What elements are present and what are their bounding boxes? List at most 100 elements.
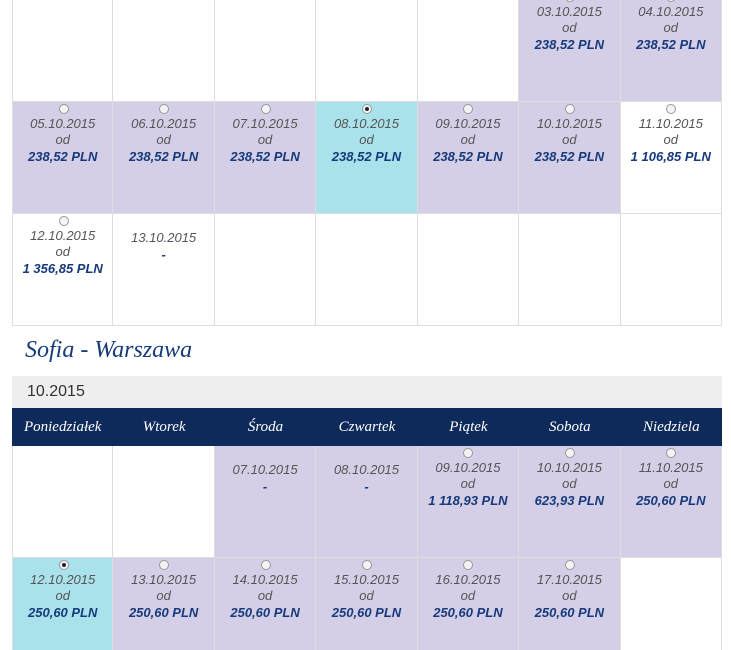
od-label: od (562, 476, 577, 491)
price: 250,60 PLN (331, 605, 402, 620)
date: 11.10.2015 (638, 460, 703, 475)
od-label: od (562, 132, 577, 147)
radio-button[interactable] (159, 104, 170, 114)
day-cell (417, 0, 520, 102)
weekday: Sobota (549, 419, 591, 435)
radio-button[interactable] (58, 216, 69, 226)
price: - (262, 479, 268, 494)
od-label: od (55, 132, 70, 147)
price: 250,60 PLN (128, 605, 199, 620)
od-label: od (156, 132, 171, 147)
radio-button[interactable] (564, 0, 575, 2)
date: 09.10.2015 (435, 460, 501, 475)
day-cell: 13.10.2015 - (113, 214, 215, 326)
od-label: od (562, 588, 577, 603)
radio-button[interactable] (463, 448, 474, 458)
day-cell: 11.10.2015 od 1 106,85 PLN (620, 102, 722, 214)
day-cell: 05.10.2015 od 238,52 PLN (12, 102, 114, 214)
od-label: od (359, 588, 374, 603)
radio-button[interactable] (58, 560, 69, 570)
price: 623,93 PLN (534, 493, 605, 508)
radio-button[interactable] (463, 104, 474, 114)
radio-button[interactable] (260, 104, 271, 114)
date: 17.10.2015 (536, 572, 602, 587)
weekday: Czwartek (338, 419, 396, 435)
date: 03.10.2015 (536, 4, 602, 19)
weekday-header (12, 408, 722, 446)
price: - (161, 247, 166, 262)
price: 250,60 PLN (433, 605, 503, 620)
radio-button[interactable] (463, 560, 474, 570)
day-cell: 13.10.2015 od 250,60 PLN (113, 558, 215, 650)
day-cell (12, 0, 114, 102)
od-label: od (663, 476, 678, 491)
price: 238,52 PLN (433, 149, 503, 164)
od-label: od (359, 132, 374, 147)
od-label: od (257, 588, 273, 603)
radio-button[interactable] (564, 448, 575, 458)
radio-button[interactable] (666, 0, 677, 2)
day-cell (12, 446, 114, 558)
date: 06.10.2015 (131, 116, 197, 131)
price: 250,60 PLN (28, 605, 98, 620)
od-label: od (55, 588, 70, 603)
day-cell: 08.10.2015 od 238,52 PLN (316, 102, 418, 214)
price: 238,52 PLN (636, 37, 706, 52)
day-cell (214, 0, 317, 102)
day-cell: 04.10.2015 od 238,52 PLN (620, 0, 722, 102)
radio-button[interactable] (361, 104, 372, 114)
radio-button[interactable] (564, 104, 575, 114)
od-label: od (460, 476, 476, 491)
day-cell: 07.10.2015 - (214, 446, 317, 558)
weekday: Piątek (449, 419, 488, 435)
day-cell: 11.10.2015 od 250,60 PLN (620, 446, 722, 558)
day-cell (316, 0, 418, 102)
day-cell: 10.10.2015 od 623,93 PLN (519, 446, 621, 558)
date: 16.10.2015 (435, 572, 501, 587)
day-cell: 06.10.2015 od 238,52 PLN (113, 102, 215, 214)
date: 10.10.2015 (536, 460, 602, 475)
day-cell (620, 214, 722, 326)
radio-button[interactable] (361, 560, 372, 570)
day-cell (417, 214, 520, 326)
radio-button[interactable] (666, 104, 677, 114)
date: 04.10.2015 (638, 4, 704, 19)
radio-button[interactable] (58, 104, 69, 114)
date: 13.10.2015 (131, 572, 197, 587)
weekday: Środa (247, 419, 284, 435)
day-cell: 14.10.2015 od 250,60 PLN (214, 558, 317, 650)
date: 08.10.2015 (333, 116, 400, 131)
date: 07.10.2015 (232, 462, 298, 477)
od-label: od (663, 20, 678, 35)
date: 09.10.2015 (435, 116, 501, 131)
radio-button[interactable] (666, 448, 677, 458)
price: 1 356,85 PLN (22, 261, 103, 276)
price: 238,52 PLN (230, 149, 300, 164)
day-cell (113, 446, 215, 558)
day-cell: 16.10.2015 od 250,60 PLN (417, 558, 520, 650)
price: 238,52 PLN (534, 149, 605, 164)
weekday: Wtorek (142, 419, 186, 435)
day-cell: 12.10.2015 od 1 356,85 PLN (12, 214, 114, 326)
price: 250,60 PLN (230, 605, 300, 620)
price: 1 118,93 PLN (428, 493, 508, 508)
day-cell: 17.10.2015 od 250,60 PLN (519, 558, 621, 650)
od-label: od (460, 588, 476, 603)
day-cell: 09.10.2015 od 1 118,93 PLN (417, 446, 520, 558)
price: 238,52 PLN (28, 149, 98, 164)
radio-button[interactable] (564, 560, 575, 570)
day-cell (519, 214, 621, 326)
day-cell (113, 0, 215, 102)
day-cell (316, 214, 418, 326)
day-cell: 15.10.2015 od 250,60 PLN (316, 558, 418, 650)
date: 11.10.2015 (638, 116, 703, 131)
radio-button[interactable] (159, 560, 170, 570)
od-label: od (562, 20, 577, 35)
price: 1 106,85 PLN (630, 149, 711, 164)
od-label: od (55, 244, 70, 259)
date: 12.10.2015 (30, 228, 96, 243)
od-label: od (460, 132, 476, 147)
radio-button[interactable] (260, 560, 271, 570)
date: 14.10.2015 (232, 572, 298, 587)
